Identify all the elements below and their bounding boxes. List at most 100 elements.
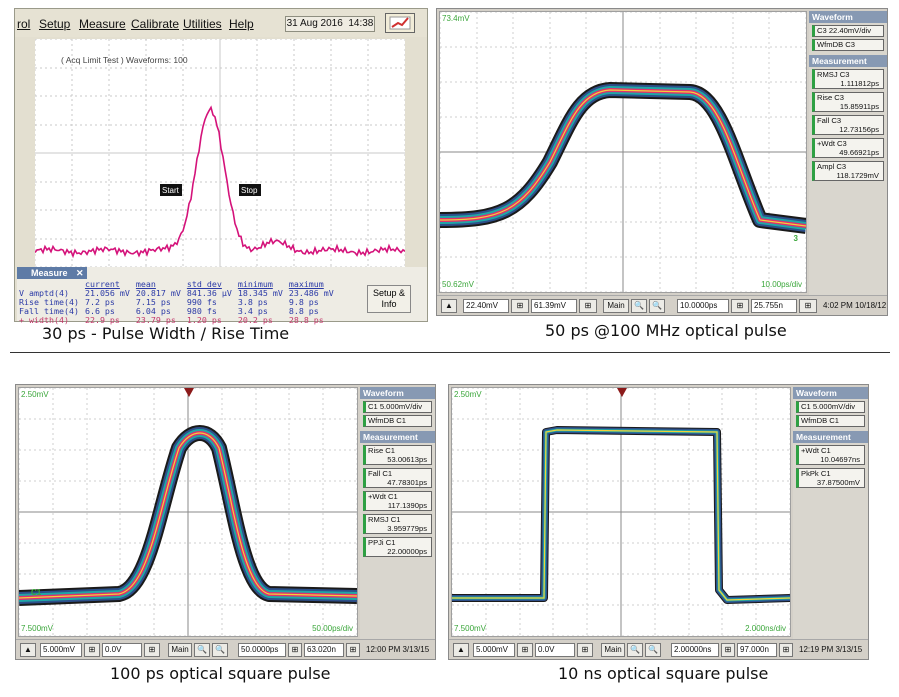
vdiv-stepper[interactable]: ⊞ — [84, 643, 100, 657]
table-row: Fall time(4) 6.6 ps 6.04 ps 980 fs 3.4 p… — [19, 307, 340, 316]
vdiv-stepper[interactable]: ⊞ — [517, 643, 533, 657]
table-row: V amptd(4) 21.056 mV 20.817 mV 841.36 µV… — [19, 289, 340, 298]
offset-field[interactable]: 0.0V — [102, 643, 142, 657]
scroll-up-button[interactable]: ▲ — [441, 299, 457, 313]
vdiv-field[interactable]: 5.000mV — [473, 643, 515, 657]
offset-stepper[interactable]: ⊞ — [144, 643, 160, 657]
scroll-up-button[interactable]: ▲ — [453, 643, 469, 657]
timebase-readout: 10.00ps/div — [761, 280, 802, 289]
waveform-header: Waveform — [360, 387, 435, 399]
measurement-box[interactable]: +Wdt C1 10.04697ns — [796, 445, 865, 465]
cell-current: 22.9 ps — [84, 315, 120, 325]
table-row: + width(4) 22.9 ps 23.79 ps 1.20 ps 20.2… — [19, 316, 340, 325]
meas-value: 47.78301ps — [387, 478, 427, 487]
measurement-box[interactable]: PPJi C1 22.00000ps — [363, 537, 432, 557]
trace-marker: 3 — [793, 234, 798, 243]
measurement-box[interactable]: RMSJ C3 1.111812ps — [812, 69, 884, 89]
measurement-box[interactable]: +Wdt C1 117.1390ps — [363, 491, 432, 511]
stop-marker[interactable]: Stop — [239, 184, 261, 196]
app-tool-button[interactable] — [385, 13, 415, 33]
top-left-readout: 2.50mV — [454, 390, 482, 399]
meas-value: 10.04697ns — [820, 455, 860, 464]
zoom-out-icon[interactable]: 🔍 — [645, 643, 661, 657]
close-icon[interactable]: ✕ — [76, 268, 84, 278]
timebase-field[interactable]: 50.0000ps — [238, 643, 286, 657]
measurement-header: Measurement — [809, 55, 887, 67]
waveform-display: 2.50mV 7.500mV 50.00ps/div C1 — [18, 387, 358, 637]
zoom-in-icon[interactable]: 🔍 — [631, 299, 647, 313]
cell-maximum: 8.8 ps — [288, 306, 319, 316]
meas-value: 118.1729mV — [836, 171, 880, 180]
setup-info-button[interactable]: Setup & Info — [367, 285, 411, 313]
wfmdb-box[interactable]: WfmDB C3 — [812, 39, 884, 51]
measurement-box[interactable]: PkPk C1 37.87500mV — [796, 468, 865, 488]
trigger-pointer-icon[interactable] — [184, 388, 194, 397]
timebase-stepper[interactable]: ⊞ — [288, 643, 302, 657]
measurement-box[interactable]: Fall C1 47.78301ps — [363, 468, 432, 488]
menu-help[interactable]: Help — [229, 17, 254, 31]
zoom-out-icon[interactable]: 🔍 — [212, 643, 228, 657]
delay-field[interactable]: 25.755n — [751, 299, 797, 313]
measure-tab-label: Measure — [31, 268, 68, 278]
measurement-box[interactable]: Fall C3 12.73156ps — [812, 115, 884, 135]
meas-value: 3.959779ps — [387, 524, 427, 533]
channel-box[interactable]: C1 5.000mV/div — [796, 401, 865, 413]
timebase-field[interactable]: 10.0000ps — [677, 299, 729, 313]
menu-utilities[interactable]: Utilities — [183, 17, 222, 31]
delay-stepper[interactable]: ⊞ — [799, 299, 817, 313]
start-marker[interactable]: Start — [160, 184, 182, 196]
trace-marker: C1 — [31, 588, 42, 597]
meas-value: 22.00000ps — [387, 547, 427, 556]
timebase-field[interactable]: 2.00000ns — [671, 643, 719, 657]
measure-tab[interactable]: Measure ✕ — [17, 267, 87, 279]
zoom-in-icon[interactable]: 🔍 — [194, 643, 210, 657]
scroll-up-button[interactable]: ▲ — [20, 643, 36, 657]
meas-value: 15.85911ps — [839, 102, 879, 111]
divider-line — [10, 352, 890, 353]
offset-stepper[interactable]: ⊞ — [577, 643, 593, 657]
zoom-out-icon[interactable]: 🔍 — [649, 299, 665, 313]
main-button[interactable]: Main — [603, 299, 629, 313]
meas-value: 53.00613ps — [387, 455, 427, 464]
caption-100ps: 100 ps optical square pulse — [110, 664, 331, 683]
offset-field[interactable]: 0.0V — [535, 643, 575, 657]
channel-box[interactable]: C1 5.000mV/div — [363, 401, 432, 413]
time-text: 14:38 — [348, 18, 374, 29]
waveform-display: 73.4mV 50.62mV 10.00ps/div 3 — [439, 11, 808, 293]
meas-label: Rise C3 — [817, 93, 845, 102]
main-button[interactable]: Main — [601, 643, 625, 657]
wfmdb-box[interactable]: WfmDB C1 — [796, 415, 865, 427]
trigger-pointer-icon[interactable] — [617, 388, 627, 397]
vdiv-field[interactable]: 22.40mV — [463, 299, 509, 313]
menu-calibrate[interactable]: Calibrate — [131, 17, 180, 31]
meas-label: Fall C3 — [817, 116, 842, 125]
menu-measure[interactable]: Measure — [79, 17, 126, 31]
delay-stepper[interactable]: ⊞ — [346, 643, 360, 657]
timebase-stepper[interactable]: ⊞ — [731, 299, 749, 313]
delay-stepper[interactable]: ⊞ — [779, 643, 793, 657]
offset-field[interactable]: 61.39mV — [531, 299, 577, 313]
side-panel: Waveform C3 22.40mV/div WfmDB C3 Measure… — [809, 11, 887, 295]
timebase-stepper[interactable]: ⊞ — [721, 643, 735, 657]
cell-mean: 7.15 ps — [135, 297, 171, 307]
measurement-box[interactable]: Rise C3 15.85911ps — [812, 92, 884, 112]
main-button[interactable]: Main — [168, 643, 192, 657]
channel-box[interactable]: C3 22.40mV/div — [812, 25, 884, 37]
measurement-box[interactable]: RMSJ C1 3.959779ps — [363, 514, 432, 534]
date-text: 31 Aug 2016 — [286, 18, 343, 29]
delay-field[interactable]: 63.020n — [304, 643, 344, 657]
lecroy-scope-screen-10ns: 2.50mV 7.500mV 2.000ns/div Waveform C1 5… — [448, 384, 869, 660]
clock-readout: 12:19 PM 3/13/15 — [799, 645, 863, 654]
measurement-box[interactable]: Ampl C3 118.1729mV — [812, 161, 884, 181]
zoom-in-icon[interactable]: 🔍 — [627, 643, 643, 657]
vdiv-field[interactable]: 5.000mV — [40, 643, 82, 657]
wfmdb-box[interactable]: WfmDB C1 — [363, 415, 432, 427]
vdiv-stepper[interactable]: ⊞ — [511, 299, 529, 313]
menu-control[interactable]: rol — [17, 17, 31, 31]
measurement-box[interactable]: +Wdt C3 49.66921ps — [812, 138, 884, 158]
offset-stepper[interactable]: ⊞ — [579, 299, 597, 313]
measurement-box[interactable]: Rise C1 53.00613ps — [363, 445, 432, 465]
menu-setup[interactable]: Setup — [39, 17, 71, 31]
meas-label: Ampl C3 — [817, 162, 847, 171]
delay-field[interactable]: 97.000n — [737, 643, 777, 657]
